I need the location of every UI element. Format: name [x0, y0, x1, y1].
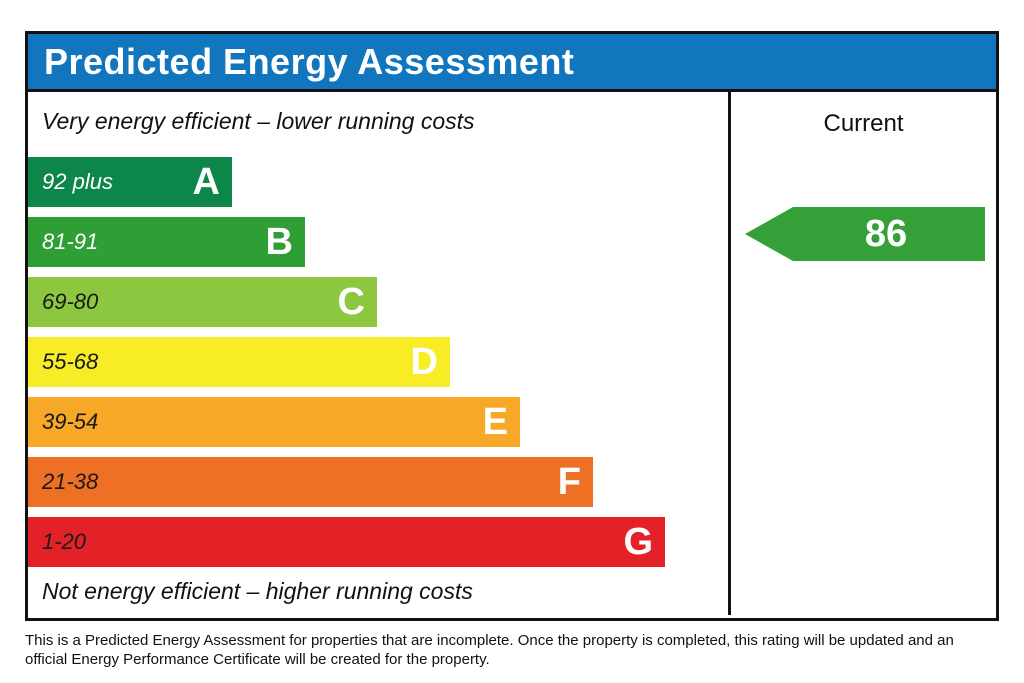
- rating-band-C: 69-80 C: [28, 277, 377, 327]
- rating-band-G: 1-20 G: [28, 517, 665, 567]
- band-range-label: 69-80: [42, 289, 99, 314]
- rating-bands: 92 plus A 81-91 B 69-80 C 55-68 D 39-54 …: [28, 157, 728, 577]
- footer-disclaimer: This is a Predicted Energy Assessment fo…: [25, 631, 954, 669]
- band-letter: C: [337, 281, 365, 323]
- footer-line-1: This is a Predicted Energy Assessment fo…: [25, 632, 954, 649]
- epc-chart-box: Predicted Energy Assessment Very energy …: [25, 31, 999, 621]
- band-range-label: 1-20: [42, 529, 87, 554]
- page-title: Predicted Energy Assessment: [44, 40, 575, 82]
- band-letter: A: [192, 161, 220, 203]
- band-letter: D: [410, 341, 438, 383]
- band-letter: F: [557, 461, 581, 503]
- current-rating-arrow: 86: [745, 207, 985, 261]
- band-range-label: 39-54: [42, 409, 99, 434]
- rating-scale-column: Very energy efficient – lower running co…: [28, 92, 728, 615]
- epc-body: Very energy efficient – lower running co…: [28, 92, 996, 615]
- band-range-label: 55-68: [42, 349, 99, 374]
- current-rating-value: 86: [864, 213, 908, 255]
- rating-band-A: 92 plus A: [28, 157, 232, 207]
- band-letter: B: [265, 221, 293, 263]
- band-range-label: 81-91: [42, 229, 99, 254]
- top-caption: Very energy efficient – lower running co…: [42, 108, 475, 134]
- rating-band-E: 39-54 E: [28, 397, 520, 447]
- band-range-label: 21-38: [42, 469, 99, 494]
- bottom-caption: Not energy efficient – higher running co…: [42, 578, 473, 604]
- rating-band-F: 21-38 F: [28, 457, 593, 507]
- band-range-label: 92 plus: [42, 169, 113, 194]
- rating-band-B: 81-91 B: [28, 217, 305, 267]
- current-rating-column: Current 86: [728, 92, 996, 615]
- band-letter: E: [482, 401, 508, 443]
- epc-header-bar: Predicted Energy Assessment: [28, 34, 996, 92]
- footer-line-2: official Energy Performance Certificate …: [25, 651, 490, 668]
- rating-band-D: 55-68 D: [28, 337, 450, 387]
- band-letter: G: [623, 521, 653, 563]
- current-column-header: Current: [823, 110, 904, 137]
